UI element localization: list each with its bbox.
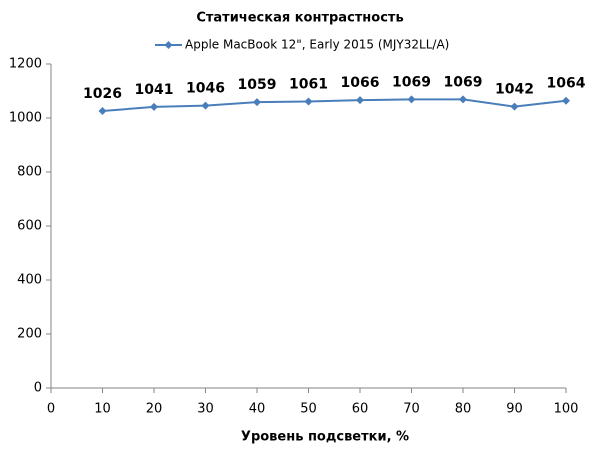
y-tick-label: 1200 <box>9 57 42 72</box>
marker <box>407 95 416 104</box>
legend-marker <box>164 41 173 49</box>
data-label: 1041 <box>135 82 174 98</box>
data-label: 1042 <box>495 82 534 98</box>
x-tick-label: 40 <box>249 402 266 417</box>
y-tick-label: 0 <box>34 381 42 396</box>
data-label: 1069 <box>444 74 483 90</box>
marker <box>356 96 364 105</box>
x-tick-label: 90 <box>506 402 523 417</box>
series-line <box>102 98 567 112</box>
marker <box>459 95 467 104</box>
marker <box>201 101 210 110</box>
data-label: 1059 <box>238 77 277 93</box>
data-label: 1069 <box>392 74 431 90</box>
x-tick-label: 50 <box>300 402 317 417</box>
y-tick-label: 800 <box>17 165 42 180</box>
marker <box>150 102 158 111</box>
marker <box>253 98 261 107</box>
x-tick-label: 70 <box>403 402 420 417</box>
x-tick-label: 60 <box>352 402 369 417</box>
data-label: 1046 <box>186 81 225 97</box>
marker <box>304 97 313 106</box>
data-label: 1026 <box>83 86 122 102</box>
marker <box>98 106 107 115</box>
x-tick-label: 20 <box>146 402 163 417</box>
x-tick-label: 100 <box>554 402 579 417</box>
y-tick-label: 600 <box>17 219 42 234</box>
x-axis-label: Уровень подсветки, % <box>241 430 409 445</box>
data-label: 1061 <box>289 77 328 93</box>
y-tick-label: 400 <box>17 273 42 288</box>
data-label: 1064 <box>547 76 586 92</box>
legend-label: Apple MacBook 12", Early 2015 (MJY32LL/A… <box>185 38 449 52</box>
x-tick-label: 30 <box>197 402 214 417</box>
x-tick-label: 80 <box>455 402 472 417</box>
chart-title: Статическая контрастность <box>196 11 403 26</box>
x-tick-label: 0 <box>47 402 55 417</box>
marker <box>510 102 519 111</box>
y-tick-label: 1000 <box>9 111 42 126</box>
y-tick-label: 200 <box>17 327 42 342</box>
data-label: 1066 <box>341 75 380 91</box>
x-tick-label: 10 <box>94 402 111 417</box>
marker <box>562 96 570 105</box>
